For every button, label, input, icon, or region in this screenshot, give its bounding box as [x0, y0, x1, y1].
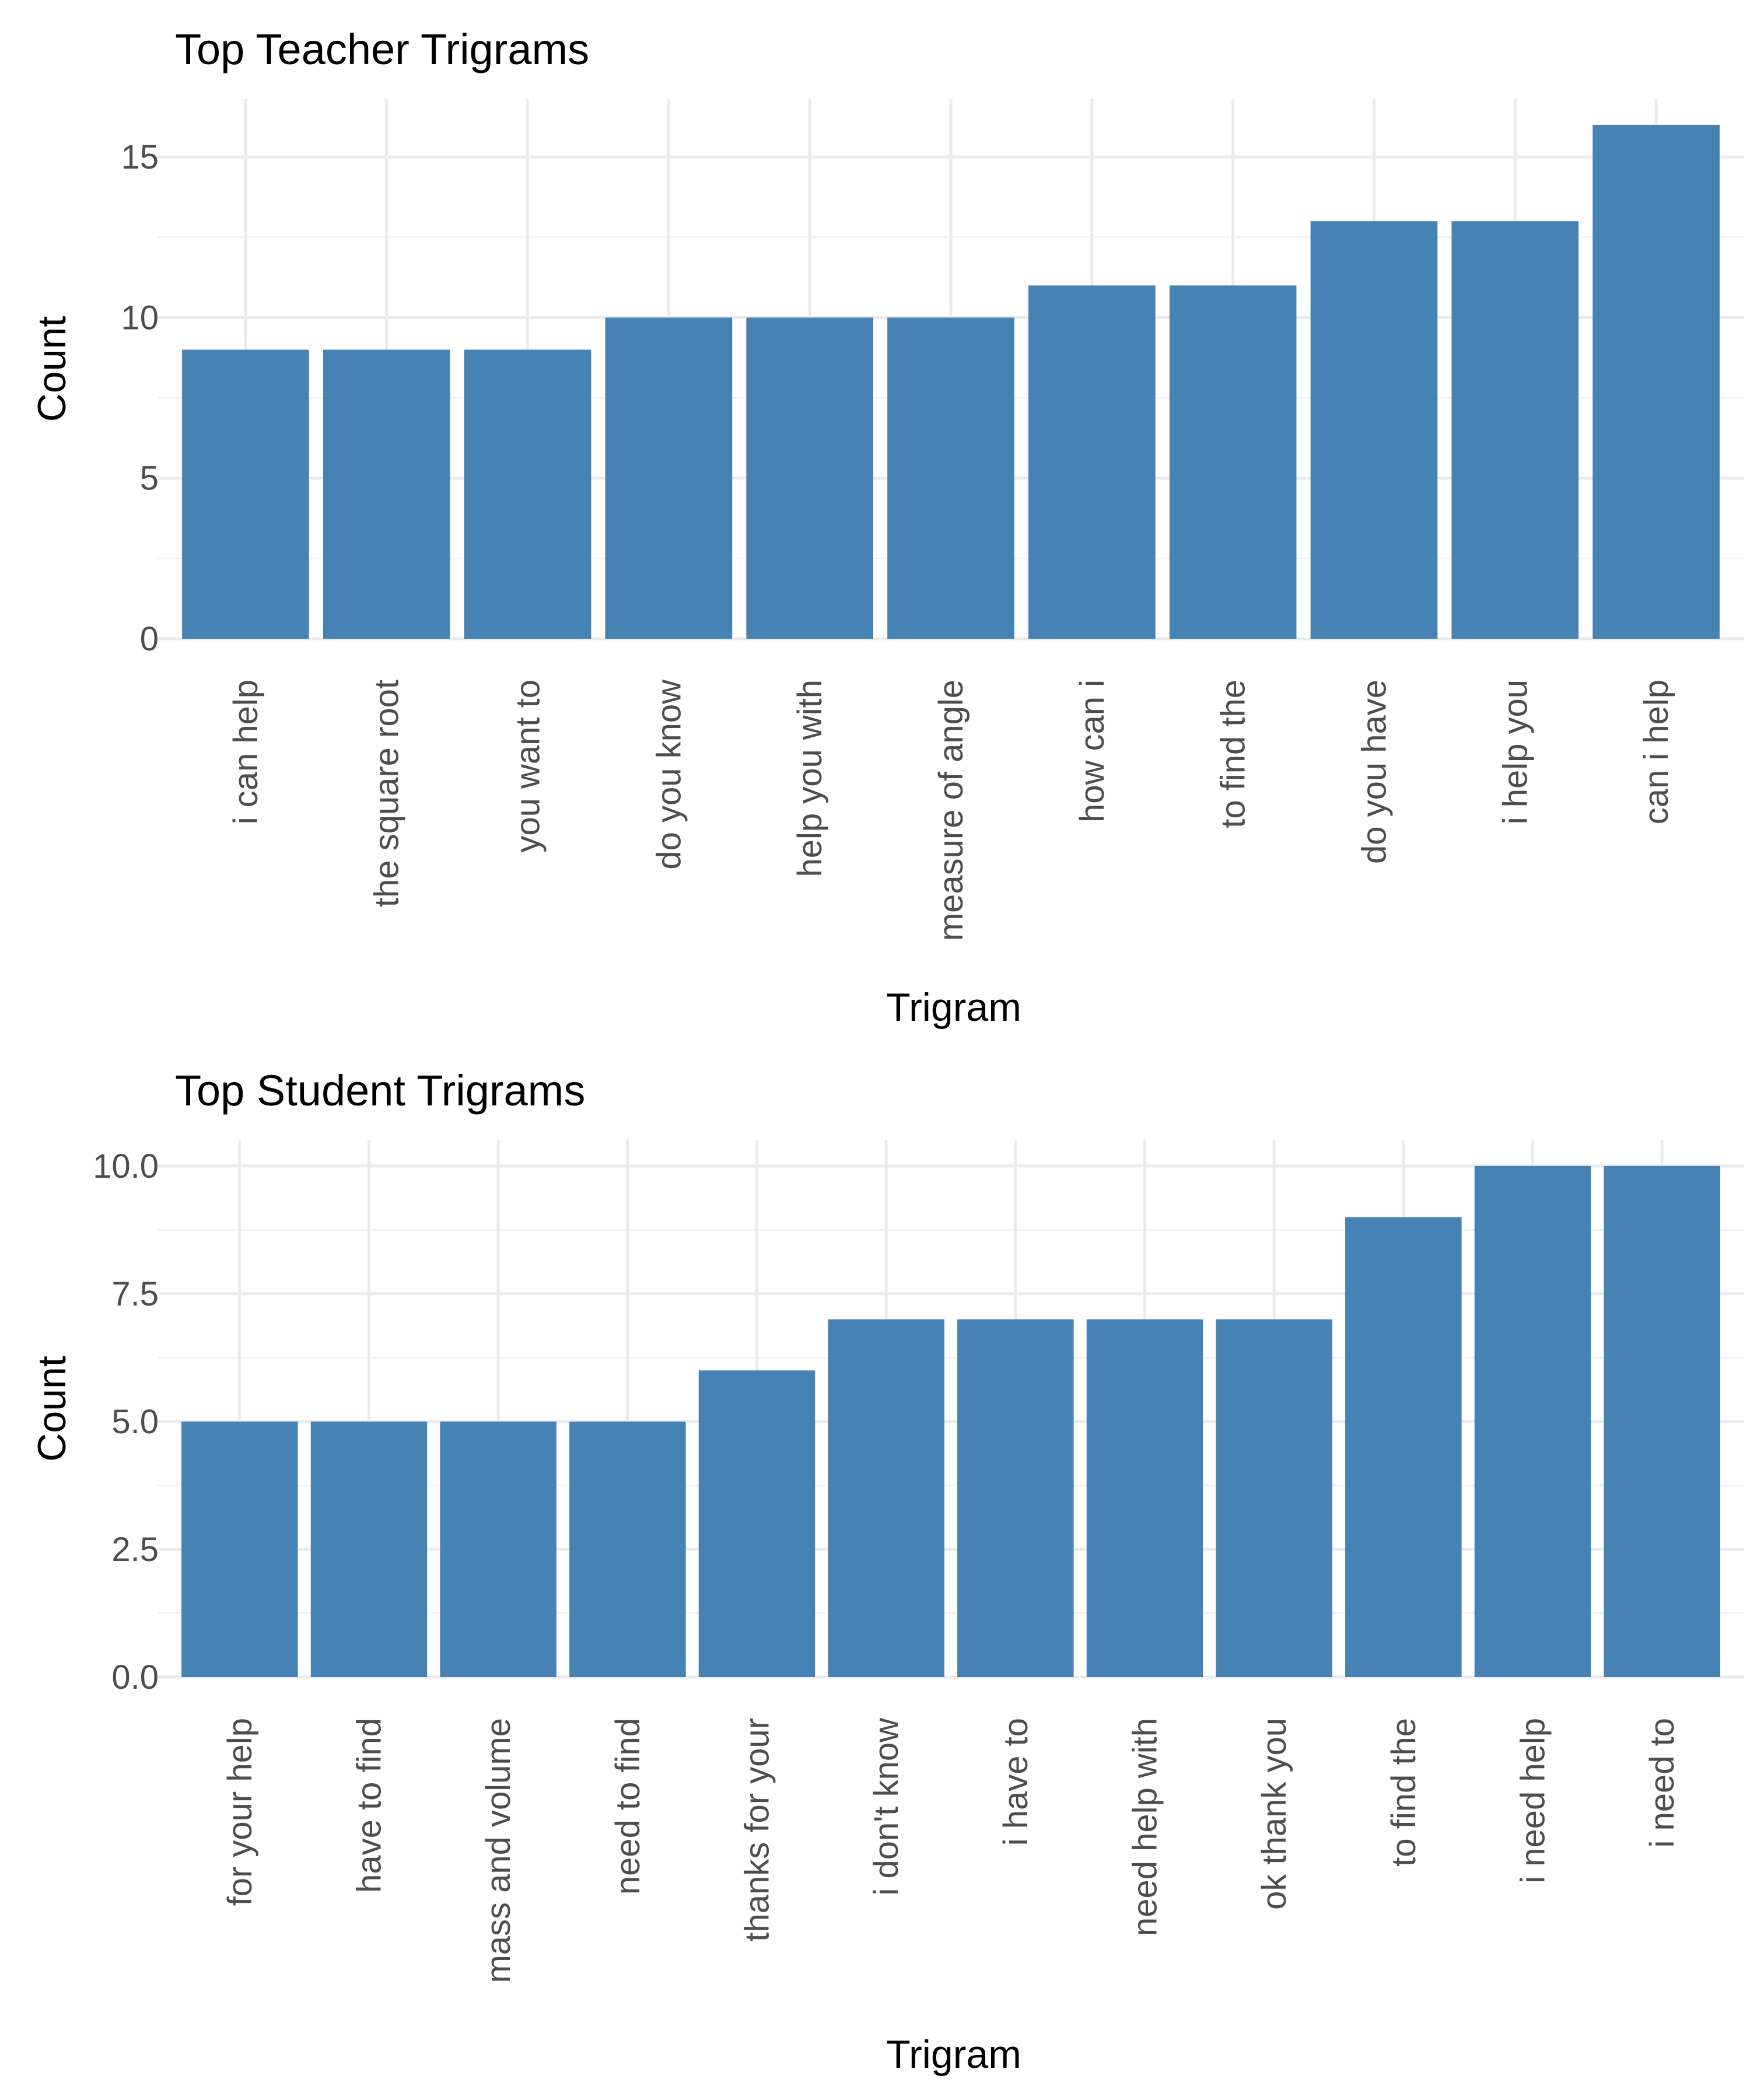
x-tick-label: measure of angle — [932, 680, 970, 941]
y-tick-label: 0.0 — [111, 1658, 159, 1696]
bar-i-need-to — [1604, 1166, 1720, 1677]
bar-do-you-know — [605, 317, 733, 639]
chart-panel-1: 0 5 10 15 i can help the square root you want … — [30, 25, 1744, 1030]
x-tick-label: i need to — [1643, 1718, 1681, 1848]
bar-you-want-to — [464, 349, 592, 639]
bar-measure-of-angle — [887, 317, 1014, 639]
x-tick-label: how can i — [1073, 680, 1111, 822]
bar-mass-and-volume — [440, 1421, 556, 1677]
bar-to-find-the — [1345, 1217, 1462, 1677]
x-tick-label: do you have — [1355, 680, 1393, 864]
x-tick-label: thanks for your — [738, 1718, 776, 1942]
y-tick-label: 15 — [121, 138, 159, 176]
x-tick-label: need help with — [1126, 1718, 1164, 1936]
x-tick-label: i help you — [1496, 680, 1534, 824]
y-tick-label: 10 — [121, 299, 159, 337]
y-tick-label: 0 — [140, 620, 159, 658]
bar-thanks-for-your — [698, 1370, 816, 1677]
x-tick-label: i have to — [997, 1718, 1035, 1846]
y-tick-label: 10.0 — [93, 1147, 159, 1185]
bar-have-to-find — [310, 1421, 428, 1677]
bar-need-to-find — [569, 1421, 686, 1677]
x-tick-label: to find the — [1385, 1718, 1423, 1867]
bar-the-square-root — [323, 349, 450, 639]
x-tick-label: mass and volume — [480, 1718, 517, 1983]
x-tick-label: i don't know — [867, 1717, 905, 1896]
bar-need-help-with — [1086, 1319, 1203, 1677]
chart-panel-2: 0.0 2.5 5.0 7.5 10.0 for your help have to fin… — [30, 1066, 1744, 2077]
bar-help-you-with — [746, 317, 873, 639]
x-tick-label: ok thank you — [1255, 1718, 1293, 1910]
bar-for-your-help — [181, 1421, 298, 1677]
y-tick-label: 5 — [140, 460, 159, 498]
x-tick-label: help you with — [791, 680, 829, 877]
bar-can-i-help — [1592, 125, 1720, 639]
bar-i-don-t-know — [828, 1319, 944, 1677]
y-tick-label: 7.5 — [111, 1275, 159, 1313]
bar-how-can-i — [1028, 285, 1156, 639]
x-tick-label: for your help — [221, 1718, 259, 1906]
x-tick-label: i need help — [1514, 1718, 1552, 1884]
x-tick-label: to find the — [1214, 680, 1252, 828]
bar-i-have-to — [957, 1319, 1074, 1677]
x-tick-label: the square root — [368, 680, 406, 907]
bar-to-find-the — [1169, 285, 1297, 639]
y-tick-label: 2.5 — [111, 1531, 159, 1569]
x-tick-label: you want to — [509, 680, 547, 853]
x-tick-label: do you know — [650, 679, 688, 870]
bar-do-you-have — [1310, 221, 1438, 639]
bar-ok-thank-you — [1216, 1319, 1332, 1677]
bar-i-can-help — [182, 349, 309, 639]
x-tick-label: need to find — [609, 1718, 647, 1895]
chart-title: Top Student Trigrams — [175, 1066, 585, 1115]
y-tick-label: 5.0 — [111, 1403, 159, 1441]
y-axis-title: Count — [30, 316, 74, 422]
x-tick-label: i can help — [227, 680, 265, 824]
chart-title: Top Teacher Trigrams — [175, 25, 589, 74]
x-axis-title: Trigram — [886, 2032, 1021, 2077]
x-tick-label: can i help — [1637, 680, 1675, 824]
bar-i-need-help — [1474, 1166, 1591, 1677]
bar-i-help-you — [1451, 221, 1579, 639]
x-tick-label: have to find — [351, 1718, 388, 1893]
y-axis-title: Count — [30, 1356, 74, 1462]
x-axis-title: Trigram — [886, 985, 1021, 1030]
